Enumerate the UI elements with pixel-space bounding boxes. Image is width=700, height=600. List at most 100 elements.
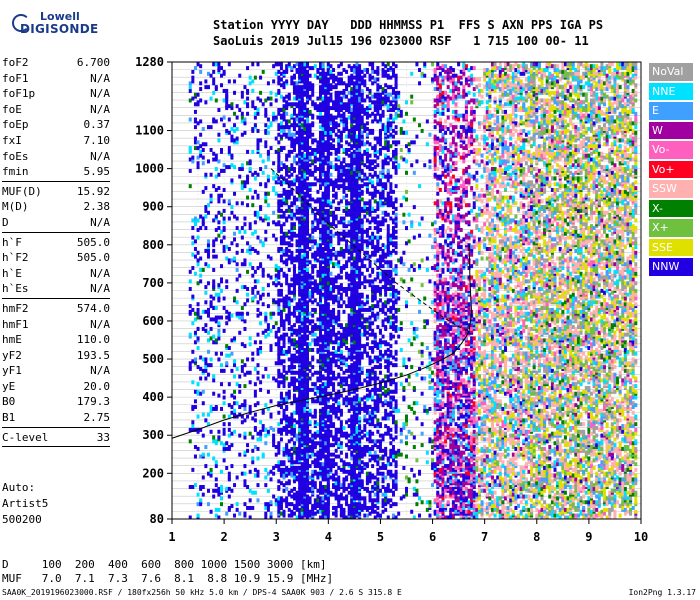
echo-point <box>264 107 268 112</box>
echo-point <box>332 180 336 185</box>
echo-point <box>337 494 341 499</box>
echo-point <box>308 496 312 501</box>
echo-point <box>345 376 349 381</box>
echo-point <box>358 155 362 160</box>
echo-point <box>345 172 349 177</box>
echo-point <box>233 123 237 128</box>
echo-point <box>316 258 320 263</box>
echo-point <box>287 125 291 130</box>
echo-point <box>287 507 291 512</box>
echo-point <box>240 285 244 290</box>
echo-point <box>329 328 333 333</box>
echo-point <box>282 446 286 451</box>
echo-point <box>324 376 328 381</box>
echo-point <box>269 311 273 316</box>
echo-point <box>285 481 289 486</box>
echo-point <box>272 161 276 166</box>
echo-point <box>303 90 307 95</box>
echo-point <box>266 254 270 259</box>
echo-point <box>290 359 294 364</box>
echo-point <box>214 488 218 493</box>
echo-point <box>303 69 307 74</box>
echo-point <box>334 115 338 120</box>
echo-point <box>295 410 299 415</box>
echo-point <box>243 326 247 331</box>
echo-point <box>206 281 210 286</box>
echo-point <box>243 121 247 126</box>
echo-point <box>238 389 242 394</box>
echo-point <box>199 81 203 86</box>
echo-point <box>350 123 354 128</box>
echo-point <box>285 132 289 137</box>
echo-point <box>253 229 257 234</box>
echo-point <box>193 146 197 151</box>
echo-point <box>272 298 276 303</box>
echo-point <box>347 64 351 69</box>
echo-point <box>196 502 200 507</box>
echo-point <box>259 294 263 299</box>
echo-point <box>342 425 346 430</box>
echo-point <box>334 486 338 491</box>
echo-point <box>282 408 286 413</box>
echo-point <box>347 250 351 255</box>
echo-point <box>342 216 346 221</box>
echo-point <box>214 85 218 90</box>
echo-point <box>266 507 270 512</box>
echo-point <box>227 422 231 427</box>
echo-point <box>269 344 273 349</box>
echo-point <box>220 485 224 490</box>
echo-point <box>308 445 312 450</box>
echo-point <box>305 365 309 370</box>
echo-point <box>233 363 237 368</box>
echo-point <box>337 498 341 503</box>
echo-point <box>316 399 320 404</box>
echo-point <box>347 347 351 352</box>
echo-point <box>339 90 343 95</box>
echo-point <box>196 250 200 255</box>
echo-point <box>311 511 315 516</box>
echo-point <box>277 214 281 219</box>
echo-point <box>337 71 341 76</box>
echo-point <box>191 405 195 410</box>
echo-point <box>334 469 338 474</box>
param-value: N/A <box>90 149 110 163</box>
echo-point <box>334 406 338 411</box>
echo-point <box>300 151 304 156</box>
echo-point <box>355 300 359 305</box>
echo-point <box>350 210 354 215</box>
echo-point <box>319 344 323 349</box>
echo-point <box>350 357 354 362</box>
echo-point <box>355 446 359 451</box>
echo-point <box>303 296 307 301</box>
echo-point <box>256 456 260 461</box>
echo-point <box>285 79 289 84</box>
echo-point <box>319 465 323 470</box>
echo-point <box>342 342 346 347</box>
echo-point <box>230 178 234 183</box>
echo-point <box>337 106 341 111</box>
param-row: yF2 193.5 <box>2 348 110 364</box>
echo-point <box>266 178 270 183</box>
echo-point <box>324 382 328 387</box>
echo-point <box>259 153 263 158</box>
echo-point <box>305 285 309 290</box>
echo-point <box>337 342 341 347</box>
echo-point <box>303 73 307 78</box>
echo-point <box>326 176 330 181</box>
echo-point <box>339 62 343 67</box>
echo-point <box>347 368 351 373</box>
echo-point <box>287 92 291 97</box>
param-separator <box>2 297 110 299</box>
echo-point <box>298 167 302 172</box>
echo-point <box>305 410 309 415</box>
echo-point <box>305 130 309 135</box>
echo-point <box>264 467 268 472</box>
echo-point <box>347 483 351 488</box>
echo-point <box>264 98 268 103</box>
echo-point <box>277 410 281 415</box>
echo-point <box>235 288 239 293</box>
echo-point <box>303 416 307 421</box>
echo-point <box>319 111 323 116</box>
echo-point <box>256 483 260 488</box>
echo-point <box>313 391 317 396</box>
